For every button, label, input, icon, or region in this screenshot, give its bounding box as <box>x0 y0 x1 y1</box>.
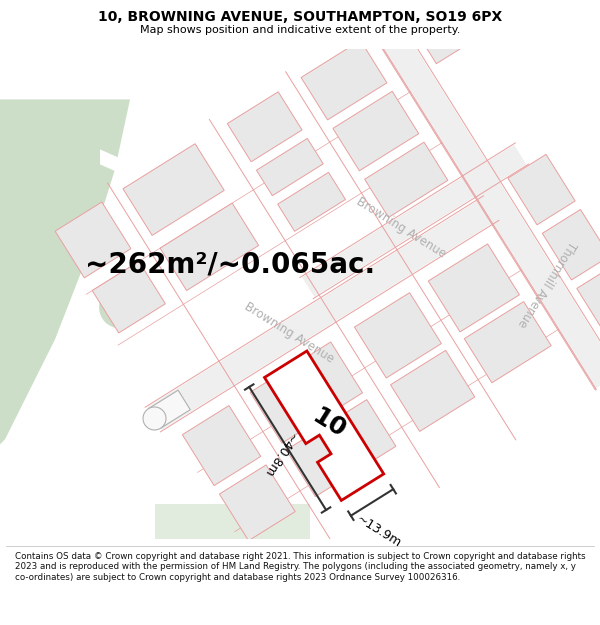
Polygon shape <box>250 342 362 443</box>
Text: Map shows position and indicative extent of the property.: Map shows position and indicative extent… <box>140 25 460 35</box>
Text: Thornhill Avenue: Thornhill Avenue <box>515 238 578 329</box>
Polygon shape <box>302 145 526 297</box>
Polygon shape <box>148 390 190 428</box>
Polygon shape <box>278 173 346 231</box>
Polygon shape <box>333 91 419 171</box>
Text: ~262m²/~0.065ac.: ~262m²/~0.065ac. <box>85 251 375 278</box>
Polygon shape <box>123 144 224 236</box>
Polygon shape <box>286 399 396 497</box>
Polygon shape <box>542 209 600 280</box>
Polygon shape <box>55 202 131 278</box>
Polygon shape <box>220 465 295 541</box>
Polygon shape <box>92 261 166 333</box>
Text: Contains OS data © Crown copyright and database right 2021. This information is : Contains OS data © Crown copyright and d… <box>15 552 586 582</box>
Polygon shape <box>256 138 323 196</box>
Polygon shape <box>155 504 310 539</box>
Polygon shape <box>404 0 475 64</box>
Text: 10: 10 <box>307 404 350 442</box>
Polygon shape <box>367 8 600 389</box>
Polygon shape <box>464 302 551 382</box>
Polygon shape <box>577 264 600 331</box>
Circle shape <box>98 286 142 329</box>
Text: Browning Avenue: Browning Avenue <box>242 299 337 365</box>
Polygon shape <box>0 99 130 539</box>
Polygon shape <box>391 351 475 431</box>
Polygon shape <box>265 351 384 501</box>
Text: ~13.9m: ~13.9m <box>353 512 403 550</box>
Polygon shape <box>182 406 261 486</box>
Polygon shape <box>148 198 497 430</box>
Polygon shape <box>0 288 130 454</box>
Polygon shape <box>227 92 302 162</box>
Text: Browning Avenue: Browning Avenue <box>353 194 448 260</box>
Polygon shape <box>301 41 387 120</box>
Text: 10, BROWNING AVENUE, SOUTHAMPTON, SO19 6PX: 10, BROWNING AVENUE, SOUTHAMPTON, SO19 6… <box>98 10 502 24</box>
Text: ~40.8m: ~40.8m <box>260 429 298 479</box>
Polygon shape <box>355 292 442 378</box>
Polygon shape <box>508 154 575 225</box>
Polygon shape <box>428 244 520 332</box>
Polygon shape <box>365 142 448 218</box>
Ellipse shape <box>143 407 166 430</box>
Polygon shape <box>160 203 259 291</box>
Polygon shape <box>100 149 145 184</box>
